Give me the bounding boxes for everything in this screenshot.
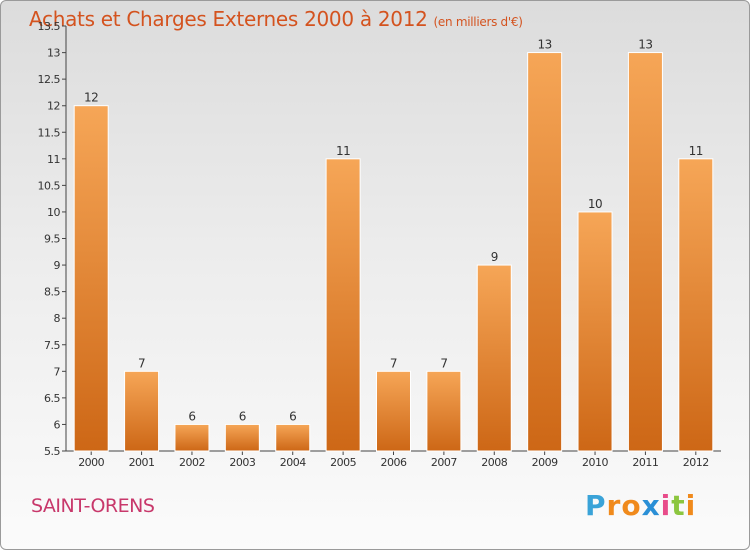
bar-value-label: 7 (440, 356, 447, 370)
x-tick-label: 2002 (179, 456, 205, 469)
y-tick-label: 11.5 (38, 126, 61, 139)
logo-letter: i (660, 489, 672, 522)
chart-title: Achats et Charges Externes 2000 à 2012 (e… (29, 7, 523, 31)
x-tick-label: 2001 (129, 456, 155, 469)
bar-value-label: 12 (84, 91, 98, 105)
logo-letter: r (606, 489, 622, 522)
bar (124, 370, 160, 452)
logo-letter: P (585, 489, 607, 522)
bar-value-label: 6 (188, 409, 195, 423)
y-tick-label: 13 (47, 47, 60, 60)
x-tick-label: 2006 (381, 456, 407, 469)
bar (527, 52, 563, 452)
chart-title-text: Achats et Charges Externes 2000 à 2012 (29, 7, 428, 31)
y-tick-label: 10.5 (38, 179, 61, 192)
x-tick-label: 2011 (632, 456, 658, 469)
y-tick-label: 7 (54, 365, 61, 378)
y-tick-label: 7.5 (44, 339, 60, 352)
proxiti-logo: Proxiti (585, 489, 696, 522)
bar (476, 264, 512, 452)
bar-value-label: 11 (336, 144, 350, 158)
bar-value-label: 9 (491, 250, 498, 264)
x-tick-label: 2009 (532, 456, 558, 469)
x-tick-label: 2012 (683, 456, 709, 469)
bar (678, 158, 714, 452)
y-tick-label: 11 (47, 153, 60, 166)
bar-value-label: 11 (689, 144, 703, 158)
axes: 5.566.577.588.599.51010.51111.51212.5131… (38, 20, 721, 469)
bar (325, 158, 361, 452)
bar-value-label: 13 (638, 38, 652, 52)
value-labels: 12 7 6 6 6 11 7 7 9 13 10 13 11 (84, 38, 703, 424)
y-tick-label: 12 (47, 100, 60, 113)
bar (174, 423, 210, 452)
bar-value-label: 6 (239, 409, 246, 423)
bar (376, 370, 411, 452)
bar (275, 423, 311, 452)
x-tick-label: 2008 (481, 456, 507, 469)
x-tick-label: 2000 (78, 456, 104, 469)
bar (426, 370, 462, 452)
bar (73, 105, 109, 452)
logo-letter: i (685, 489, 697, 522)
city-name: SAINT-ORENS (31, 495, 155, 517)
y-tick-label: 6.5 (44, 392, 60, 405)
bar-value-label: 13 (538, 38, 552, 52)
y-tick-label: 13.5 (38, 20, 61, 33)
logo-letter: o (621, 489, 642, 522)
bar (577, 211, 613, 452)
bar-value-label: 6 (289, 409, 296, 423)
y-tick-label: 9 (54, 259, 61, 272)
x-tick-label: 2007 (431, 456, 457, 469)
bars (73, 52, 714, 452)
logo-letter: x (641, 489, 661, 522)
y-tick-label: 8.5 (44, 286, 60, 299)
y-tick-label: 9.5 (44, 233, 60, 246)
x-tick-label: 2005 (330, 456, 356, 469)
bar (627, 52, 663, 452)
y-tick-label: 8 (54, 312, 61, 325)
bar-value-label: 7 (390, 356, 397, 370)
bar-value-label: 7 (138, 356, 145, 370)
x-tick-label: 2003 (229, 456, 255, 469)
x-tick-label: 2010 (582, 456, 608, 469)
bar (224, 423, 260, 452)
y-tick-label: 5.5 (44, 445, 60, 458)
y-tick-label: 10 (47, 206, 60, 219)
x-tick-label: 2004 (280, 456, 306, 469)
chart-subtitle: (en milliers d'€) (433, 15, 523, 29)
bar-value-label: 10 (588, 197, 602, 211)
y-tick-label: 12.5 (38, 73, 61, 86)
logo-letter: t (671, 489, 686, 522)
y-tick-label: 6 (54, 418, 61, 431)
